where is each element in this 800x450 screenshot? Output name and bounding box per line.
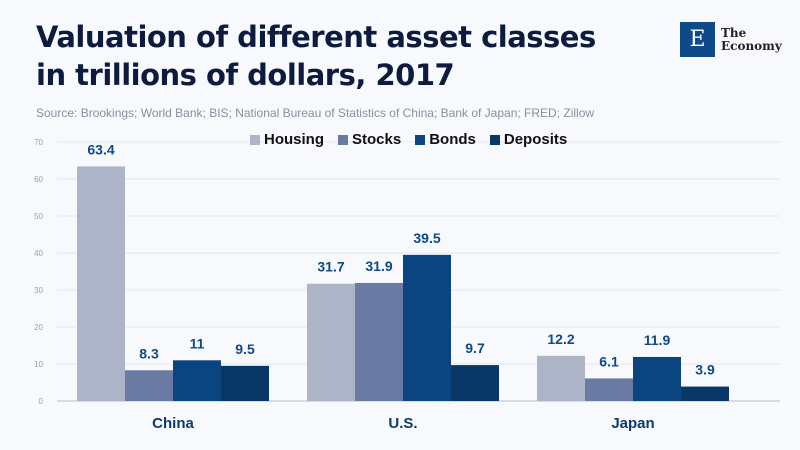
legend-swatch <box>338 134 348 145</box>
x-tick-label: China <box>152 415 194 432</box>
legend-label: Housing <box>264 131 324 148</box>
legend-label: Bonds <box>429 131 476 148</box>
logo-mark: E <box>680 22 715 57</box>
logo: E The Economy <box>680 22 782 57</box>
legend-item: Housing <box>250 131 324 148</box>
y-tick-label: 70 <box>34 138 43 147</box>
y-tick-label: 0 <box>39 397 44 406</box>
data-label: 9.5 <box>235 341 255 357</box>
data-label: 3.9 <box>695 362 715 378</box>
bar-stocks <box>585 378 633 401</box>
data-label: 63.4 <box>87 141 114 157</box>
bar-stocks <box>125 370 173 401</box>
bar-bonds <box>403 254 451 401</box>
y-tick-label: 50 <box>34 212 43 221</box>
bar-deposits <box>221 365 269 401</box>
bar-deposits <box>681 386 729 401</box>
legend-item: Stocks <box>338 131 401 148</box>
logo-line2: Economy <box>721 38 782 53</box>
y-tick-label: 60 <box>34 175 43 184</box>
chart-title: Valuation of different asset classes in … <box>36 20 596 92</box>
x-tick-label: Japan <box>611 415 654 432</box>
legend-swatch <box>250 134 260 145</box>
source-note: Source: Brookings; World Bank; BIS; Nati… <box>36 106 595 120</box>
data-label: 6.1 <box>599 353 619 369</box>
data-label: 11 <box>190 335 205 351</box>
data-label: 8.3 <box>139 345 159 361</box>
legend-label: Stocks <box>352 131 402 148</box>
bar-housing <box>77 166 125 401</box>
x-tick-label: U.S. <box>388 415 417 432</box>
y-tick-label: 20 <box>34 323 43 332</box>
data-label: 31.7 <box>317 259 344 275</box>
legend-label: Deposits <box>503 131 568 148</box>
bar-bonds <box>173 360 221 401</box>
data-label: 11.9 <box>644 332 671 348</box>
legend-item: Bonds <box>415 131 476 148</box>
logo-line1: The <box>721 25 747 40</box>
data-label: 31.9 <box>365 258 392 274</box>
bar-housing <box>307 283 355 401</box>
bar-bonds <box>633 356 681 401</box>
legend-item: Deposits <box>489 131 568 148</box>
legend-swatch <box>415 134 426 145</box>
data-label: 12.2 <box>547 331 574 347</box>
legend-swatch <box>489 134 500 145</box>
legend: Housing Stocks Bonds Deposits <box>250 131 567 148</box>
y-tick-label: 30 <box>34 286 43 295</box>
bar-stocks <box>355 282 403 401</box>
bar-housing <box>537 355 585 401</box>
bar-deposits <box>451 365 499 401</box>
y-tick-label: 10 <box>34 360 43 369</box>
data-label: 9.7 <box>465 340 485 356</box>
data-label: 39.5 <box>413 230 440 246</box>
y-tick-label: 40 <box>34 249 43 258</box>
